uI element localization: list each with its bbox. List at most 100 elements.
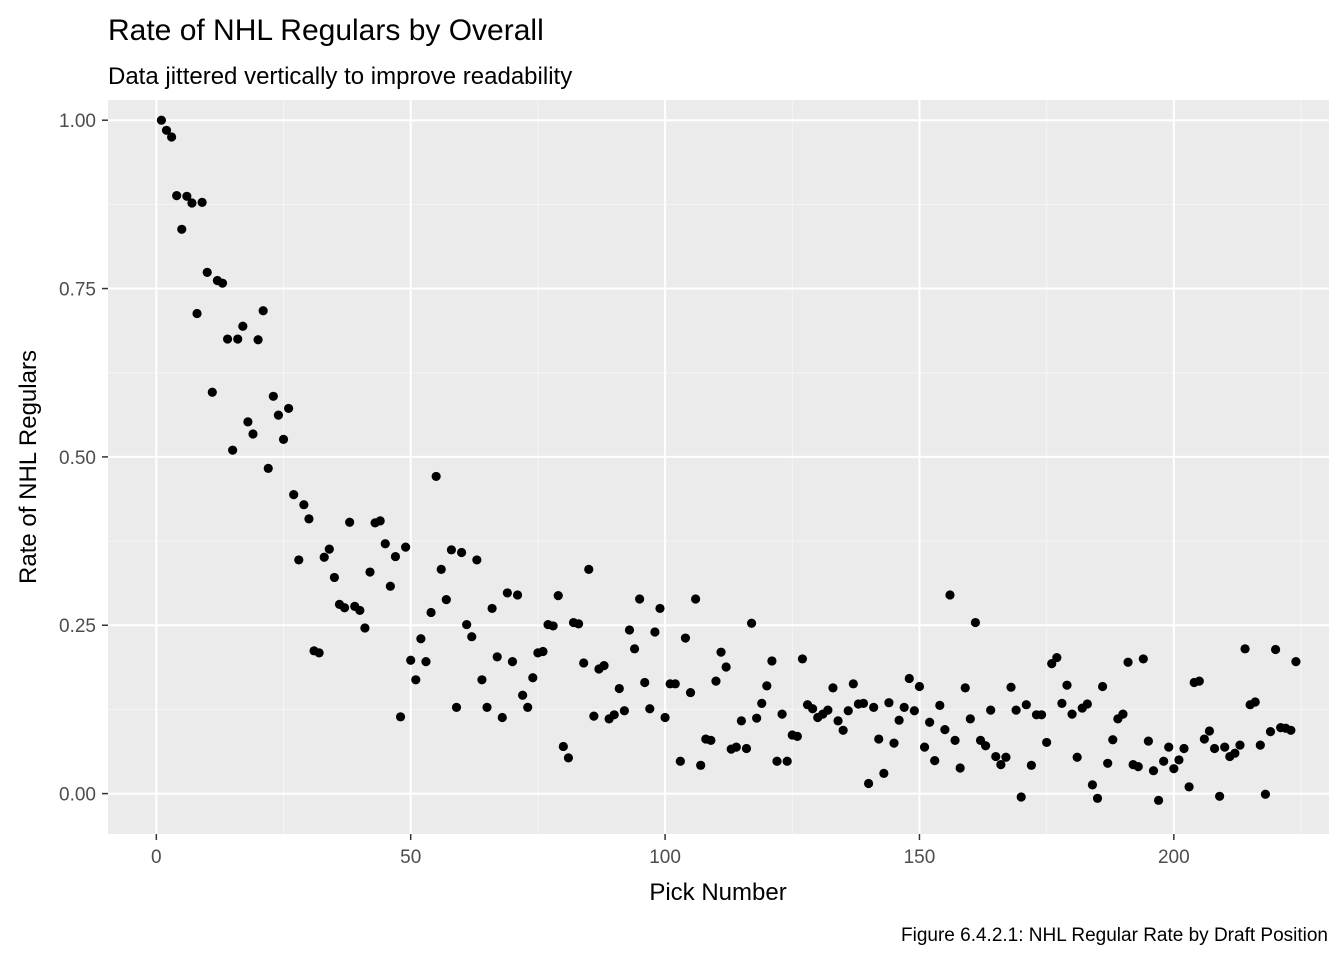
data-point [1133, 762, 1143, 772]
data-point [1286, 725, 1296, 735]
data-point [161, 125, 172, 135]
data-point [874, 734, 884, 744]
data-point [777, 709, 787, 719]
data-point [202, 267, 212, 277]
data-point [1270, 644, 1281, 655]
data-point [635, 594, 645, 604]
data-point [1067, 709, 1077, 719]
data-point [1082, 699, 1092, 709]
data-point [436, 564, 446, 574]
data-point [233, 334, 243, 344]
data-point [609, 710, 619, 720]
data-point [538, 646, 548, 657]
data-point [940, 725, 950, 735]
data-point [965, 714, 975, 724]
data-point [991, 751, 1001, 762]
data-point [1255, 740, 1265, 750]
data-point [1153, 795, 1164, 805]
data-point [528, 673, 538, 683]
data-point [355, 605, 365, 616]
data-point [253, 335, 263, 345]
data-point [187, 198, 197, 208]
data-point [823, 705, 833, 715]
data-point [899, 702, 909, 713]
data-point [401, 542, 411, 552]
data-point [863, 778, 874, 789]
data-point [599, 661, 609, 671]
data-point [573, 619, 584, 629]
data-point [645, 704, 655, 714]
data-point [507, 657, 518, 667]
data-point [1240, 644, 1250, 654]
data-point [691, 594, 701, 604]
data-point [640, 677, 650, 688]
data-point [584, 564, 594, 574]
data-point [655, 603, 665, 614]
data-point [838, 725, 848, 735]
data-point [177, 224, 187, 234]
data-point [980, 741, 991, 751]
data-point [1026, 760, 1036, 770]
data-point [650, 627, 660, 637]
data-point [345, 517, 355, 527]
data-point [833, 716, 843, 726]
y-tick-label: 0.00 [59, 785, 96, 806]
data-point [456, 547, 467, 558]
data-point [879, 768, 889, 778]
data-point [935, 700, 945, 710]
data-point [156, 115, 167, 125]
data-point [629, 644, 640, 654]
data-point [263, 463, 273, 473]
data-point [746, 618, 757, 628]
data-point [721, 662, 731, 672]
data-point [1072, 752, 1082, 762]
x-tick-label: 50 [400, 847, 421, 868]
y-tick-label: 0.25 [59, 616, 96, 637]
data-point [319, 552, 329, 562]
data-point [1036, 710, 1047, 720]
data-point [685, 687, 696, 698]
data-point [182, 191, 192, 201]
data-point [660, 712, 670, 723]
data-point [1001, 752, 1011, 762]
data-point [1250, 697, 1260, 707]
data-point [797, 654, 808, 664]
major-gridlines [108, 100, 1329, 834]
data-point [278, 434, 289, 444]
data-points [156, 115, 1301, 805]
data-point [1062, 680, 1072, 690]
data-point [762, 681, 772, 691]
data-point [477, 675, 487, 685]
data-point [914, 681, 925, 692]
data-point [294, 555, 304, 565]
data-point [268, 391, 278, 401]
data-point [365, 567, 375, 577]
x-axis-title: Pick Number [649, 879, 786, 906]
data-point [426, 607, 436, 618]
x-tick-label: 200 [1158, 847, 1190, 868]
data-point [222, 334, 233, 344]
x-tick-label: 100 [649, 847, 681, 868]
data-point [1199, 734, 1209, 744]
data-point [482, 702, 492, 713]
chart-title: Rate of NHL Regulars by Overall [108, 14, 544, 47]
data-point [360, 623, 370, 633]
data-point [808, 704, 818, 714]
data-point [782, 756, 792, 766]
data-point [930, 756, 940, 766]
data-point [696, 760, 706, 770]
data-point [675, 756, 685, 766]
data-point [324, 544, 334, 554]
data-point [1235, 740, 1245, 750]
data-point [228, 445, 238, 455]
data-point [431, 471, 441, 482]
data-point [1042, 737, 1052, 748]
data-point [563, 753, 574, 763]
data-point [304, 514, 314, 524]
data-point [731, 742, 741, 752]
data-point [579, 658, 589, 668]
data-point [467, 632, 477, 642]
data-point [869, 702, 879, 713]
data-point [238, 321, 248, 331]
